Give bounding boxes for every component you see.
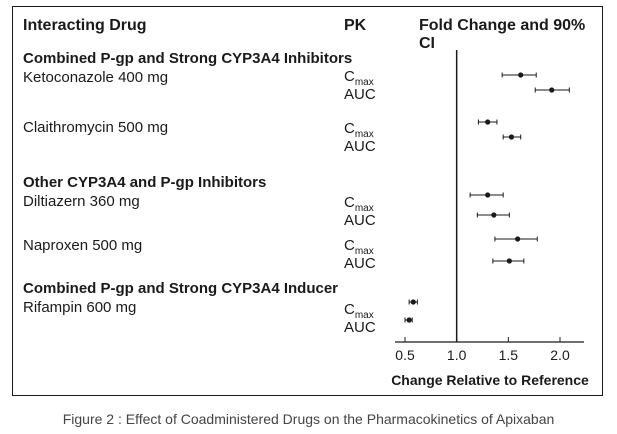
group-title-other-inhibitors: Other CYP3A4 and P-gp Inhibitors	[23, 174, 267, 191]
pk-cmax-label: Cmax	[344, 68, 374, 88]
pk-cmax-label: Cmax	[344, 237, 374, 257]
col-header-fold-change: Fold Change and 90% CI	[419, 17, 586, 52]
point-estimate	[506, 258, 512, 264]
col-header-pk: PK	[344, 17, 367, 34]
pk-cmax-label: Cmax	[344, 120, 374, 140]
point-estimate	[491, 212, 497, 218]
pk-auc-label: AUC	[344, 212, 376, 229]
group-title-strong-inhibitors: Combined P-gp and Strong CYP3A4 Inhibito…	[23, 50, 353, 67]
point-estimate	[485, 192, 491, 198]
forest-plot: 0.5 1.0 1.5 2.0 Change Relative to Reference	[391, 50, 589, 388]
point-estimate	[485, 119, 491, 125]
col-header-drug: Interacting Drug	[23, 17, 147, 34]
pk-auc-label: AUC	[344, 319, 376, 336]
point-estimate	[515, 236, 521, 242]
point-estimate	[549, 87, 555, 93]
drug-ketoconazole: Ketoconazole 400 mg	[23, 69, 169, 86]
figure-caption: Figure 2 : Effect of Coadministered Drug…	[62, 411, 555, 427]
drug-diltiazern: Diltiazern 360 mg	[23, 193, 140, 210]
drug-naproxen: Naproxen 500 mg	[23, 237, 143, 254]
point-estimate	[508, 134, 515, 140]
point-estimate	[406, 317, 412, 323]
x-tick-label: 1.0	[447, 347, 467, 363]
x-axis-label: Change Relative to Reference	[391, 372, 589, 388]
drug-claithromycin: Claithromycin 500 mg	[23, 119, 169, 136]
drug-rifampin: Rifampin 600 mg	[23, 299, 137, 316]
pk-auc-label: AUC	[344, 255, 376, 272]
x-tick-label: 1.5	[499, 347, 519, 363]
pk-cmax-label: Cmax	[344, 301, 374, 321]
group-title-inducer: Combined P-gp and Strong CYP3A4 Inducer	[23, 280, 339, 297]
pk-auc-label: AUC	[344, 86, 376, 103]
x-tick-label: 2.0	[550, 347, 570, 363]
pk-auc-label: AUC	[344, 138, 376, 155]
x-tick-label: 0.5	[395, 347, 415, 363]
pk-cmax-label: Cmax	[344, 194, 374, 214]
figure-frame: Interacting Drug PK Fold Change and 90% …	[12, 6, 603, 396]
point-estimate	[410, 299, 416, 305]
point-estimate	[518, 72, 524, 78]
